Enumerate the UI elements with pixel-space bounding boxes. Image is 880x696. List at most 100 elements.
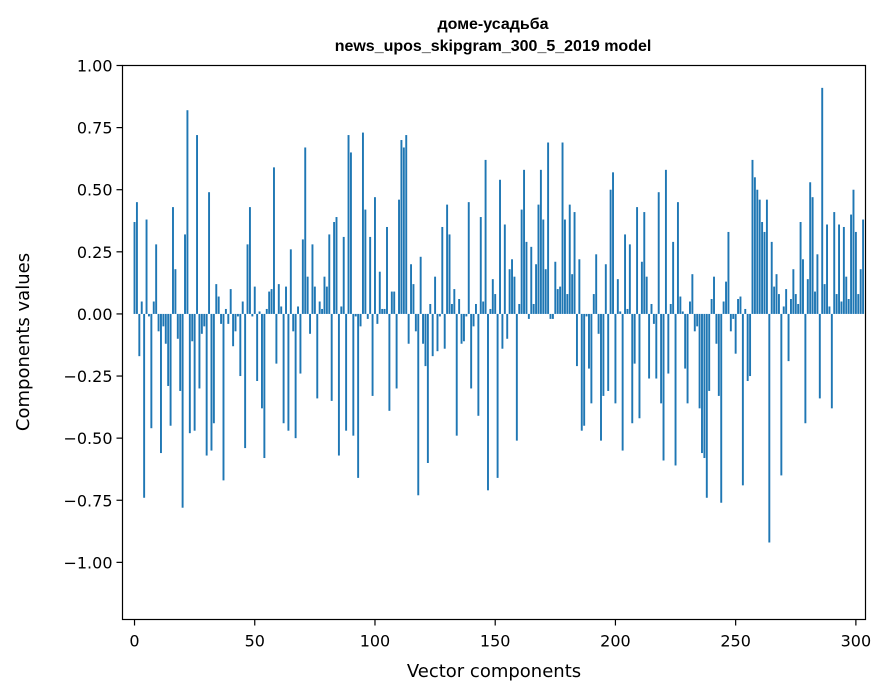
bar	[595, 254, 598, 314]
bar	[453, 289, 456, 314]
bar	[720, 313, 723, 503]
bar	[585, 313, 588, 317]
bar	[304, 147, 307, 314]
x-tick-label: 150	[480, 632, 511, 651]
bar	[299, 313, 302, 374]
bar	[862, 219, 865, 314]
bar	[301, 239, 304, 314]
bar	[410, 264, 412, 314]
bar	[727, 231, 730, 314]
bar	[133, 222, 136, 314]
bar	[294, 313, 297, 439]
y-tick-label: 0.50	[77, 181, 113, 200]
bar	[835, 294, 838, 314]
bar	[672, 241, 675, 314]
bar	[787, 313, 790, 362]
bar	[823, 284, 826, 314]
bar	[655, 313, 658, 379]
bar	[323, 276, 326, 314]
bar	[701, 313, 703, 454]
bar	[710, 299, 713, 314]
bar	[273, 167, 275, 314]
bar	[515, 313, 518, 441]
bar	[251, 313, 254, 317]
bar	[234, 313, 237, 332]
bar	[833, 212, 836, 314]
bar	[157, 313, 160, 332]
bar	[145, 219, 148, 314]
x-tick-label: 0	[129, 632, 139, 651]
bar	[342, 236, 345, 314]
bar	[419, 256, 422, 314]
bar	[475, 303, 477, 314]
y-tick-label: 0.75	[77, 119, 113, 138]
bar	[847, 299, 850, 314]
bar	[761, 222, 764, 314]
bar	[751, 159, 754, 314]
bar	[715, 313, 718, 344]
bar	[850, 214, 853, 314]
chart-subtitle: news_upos_skipgram_300_5_2019 model	[335, 38, 652, 55]
bar	[147, 313, 150, 317]
bar	[744, 308, 747, 314]
bar	[775, 274, 778, 314]
bar	[311, 244, 314, 314]
bar	[770, 241, 773, 314]
bar	[359, 313, 362, 327]
bar	[518, 303, 521, 314]
bar	[854, 231, 857, 314]
bar	[361, 132, 364, 314]
bar	[160, 313, 162, 454]
bar	[263, 313, 266, 459]
bar	[412, 284, 415, 314]
y-tick-label: −0.25	[63, 367, 112, 386]
bar	[330, 313, 333, 401]
bar	[499, 179, 501, 314]
bar	[325, 286, 328, 314]
bar	[780, 313, 783, 476]
bar	[162, 313, 165, 327]
bar	[777, 294, 780, 314]
bar	[657, 192, 660, 314]
bar	[494, 294, 497, 314]
bar	[821, 87, 824, 314]
bar	[236, 313, 239, 317]
bar	[436, 313, 439, 352]
bar	[501, 313, 504, 349]
bar	[193, 313, 196, 431]
bar	[487, 313, 489, 491]
bar	[693, 313, 696, 332]
bar	[554, 261, 557, 314]
bar	[523, 169, 526, 314]
bar	[470, 313, 473, 389]
bar	[140, 301, 143, 314]
bar	[828, 306, 831, 314]
bar	[289, 249, 292, 314]
bar	[631, 313, 634, 424]
bar	[179, 313, 182, 391]
bar	[729, 313, 732, 332]
bar	[188, 313, 191, 434]
bar	[215, 284, 218, 314]
bar	[212, 313, 215, 424]
bar	[482, 301, 485, 314]
bar	[859, 269, 862, 314]
bar	[614, 313, 617, 404]
bar	[460, 313, 463, 344]
bar	[217, 296, 220, 314]
bar	[374, 197, 376, 314]
bar	[378, 271, 381, 314]
bar	[816, 254, 819, 314]
bar	[838, 224, 841, 314]
bar	[232, 313, 235, 347]
bar	[592, 294, 595, 314]
bar	[573, 212, 576, 314]
bar	[220, 313, 223, 324]
bar	[357, 313, 360, 478]
bar	[349, 152, 352, 314]
bar	[477, 313, 480, 416]
bar	[511, 259, 513, 314]
bar	[364, 209, 367, 314]
bar	[335, 217, 338, 314]
